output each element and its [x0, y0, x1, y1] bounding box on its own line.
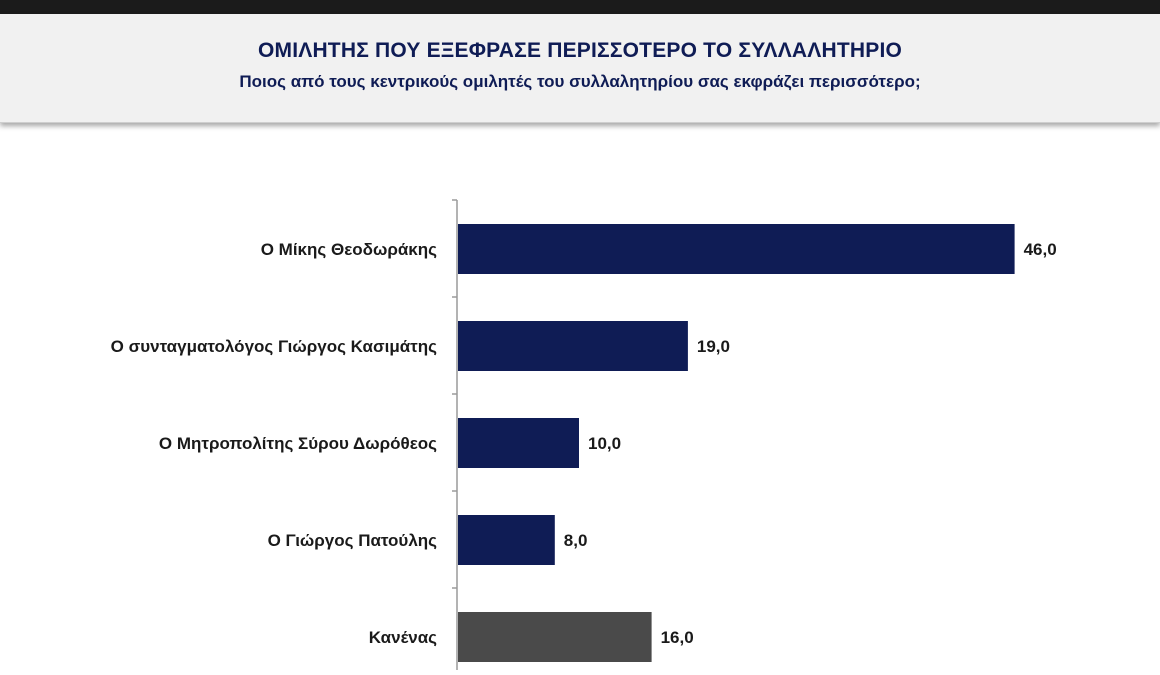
data-label: 46,0	[1024, 240, 1057, 259]
bar	[458, 224, 1015, 274]
data-label: 16,0	[661, 628, 694, 647]
bar	[458, 515, 555, 565]
chart-area: Ο Μίκης Θεοδωράκης 46,0 Ο συνταγματολόγος …	[0, 122, 1160, 670]
chart-subtitle: Ποιος από τους κεντρικούς ομιλητές του σ…	[239, 72, 921, 91]
category-label: Ο Μητροπολίτης Σύρου Δωρόθεος	[159, 434, 437, 453]
data-label: 19,0	[697, 337, 730, 356]
bar	[458, 418, 579, 468]
category-label: Ο συνταγματολόγος Γιώργος Κασιμάτης	[111, 337, 438, 356]
top-dark-bar	[0, 0, 1160, 14]
chart-header: ΟΜΙΛΗΤΗΣ ΠΟΥ ΕΞΕΦΡΑΣΕ ΠΕΡΙΣΣΟΤΕΡΟ ΤΟ ΣΥΛ…	[0, 14, 1160, 123]
category-label: Ο Μίκης Θεοδωράκης	[261, 240, 437, 259]
data-label: 10,0	[588, 434, 621, 453]
category-label: Ο Γιώργος Πατούλης	[268, 531, 438, 550]
data-label: 8,0	[564, 531, 588, 550]
bar	[458, 321, 688, 371]
category-label: Κανένας	[369, 628, 437, 647]
bar-chart: Ο Μίκης Θεοδωράκης 46,0 Ο συνταγματολόγος …	[111, 199, 1057, 670]
bar	[458, 612, 652, 662]
chart-title: ΟΜΙΛΗΤΗΣ ΠΟΥ ΕΞΕΦΡΑΣΕ ΠΕΡΙΣΣΟΤΕΡΟ ΤΟ ΣΥΛ…	[257, 39, 903, 62]
